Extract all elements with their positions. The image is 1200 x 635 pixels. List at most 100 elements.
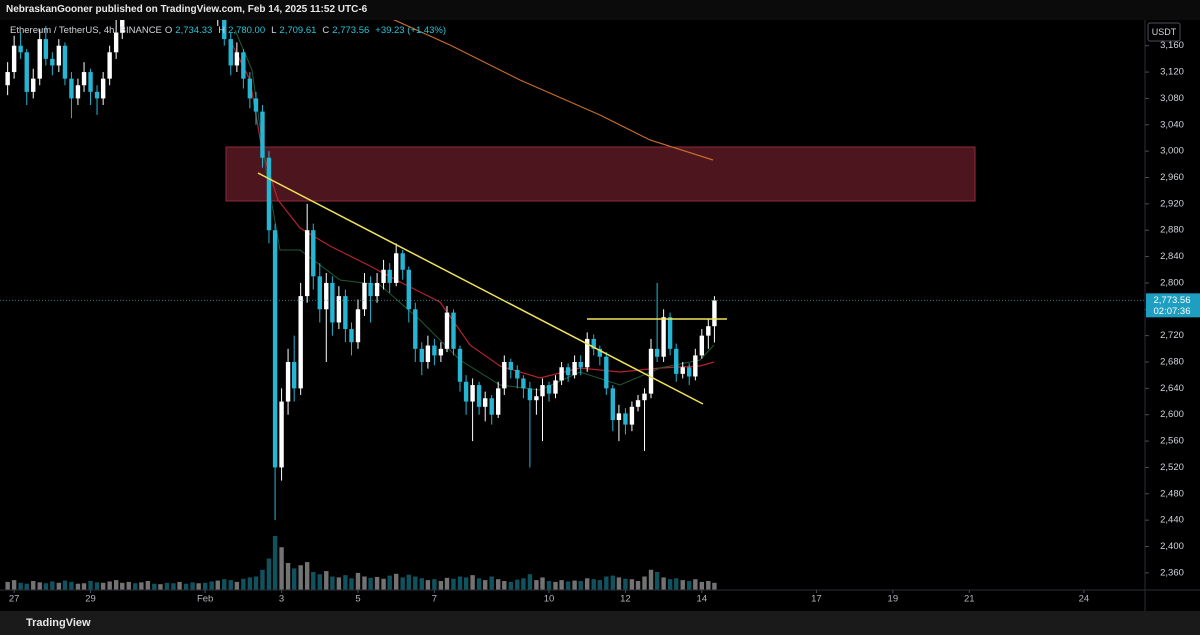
candle-body xyxy=(476,385,482,407)
x-tick-label: 12 xyxy=(620,594,631,605)
volume-bar xyxy=(62,580,68,590)
candle-body xyxy=(451,312,456,349)
candle-body xyxy=(521,378,526,389)
volume-bar xyxy=(495,579,501,590)
volume-bar xyxy=(706,581,711,590)
candle-body xyxy=(234,52,240,66)
volume-bar xyxy=(438,581,444,590)
candle-body xyxy=(591,338,596,349)
volume-bar xyxy=(260,569,265,590)
currency: USDT xyxy=(1152,27,1177,37)
volume-bar xyxy=(336,577,342,590)
candle-body xyxy=(425,345,431,362)
symbol-legend: Ethereum / TetherUS, 4h, BINANCE O 2,734.… xyxy=(10,24,449,38)
volume-bar xyxy=(317,574,322,590)
y-tick-label: 2,480 xyxy=(1160,488,1184,499)
volume-bar xyxy=(145,581,151,590)
volume-bar xyxy=(215,580,220,590)
brand[interactable]: TradingView xyxy=(26,617,91,629)
volume-bar xyxy=(355,572,361,590)
currency-box[interactable] xyxy=(1147,22,1181,42)
y-tick-label: 2,640 xyxy=(1160,383,1184,394)
y-tick-label: 2,680 xyxy=(1160,357,1184,368)
x-tick-label: 27 xyxy=(9,594,20,605)
volume-bar xyxy=(330,576,335,590)
volume-bar xyxy=(546,581,552,590)
candle-body xyxy=(11,45,17,73)
volume-bar xyxy=(610,575,616,590)
candle-body xyxy=(311,230,316,277)
candle-body xyxy=(279,401,284,468)
volume-bar xyxy=(177,581,182,590)
volume-bar xyxy=(196,583,201,590)
y-tick-label: 2,880 xyxy=(1160,225,1184,236)
candle-body xyxy=(578,362,583,368)
volume-bar xyxy=(674,578,679,590)
candle-body xyxy=(413,309,418,349)
candle-body xyxy=(693,355,698,377)
candle-body xyxy=(37,39,42,79)
volume-bar xyxy=(623,578,628,590)
volume-bar xyxy=(69,581,74,590)
candle-body xyxy=(120,20,125,33)
last-price-box xyxy=(1146,293,1200,318)
candle-body xyxy=(330,282,335,323)
volume-bar xyxy=(616,577,622,590)
candle-body xyxy=(489,398,494,415)
candle-body xyxy=(31,78,36,92)
candle-body xyxy=(304,230,310,297)
ohlc-key: O xyxy=(164,25,173,36)
volume-bar xyxy=(56,582,62,590)
candle-body xyxy=(387,269,392,283)
volume-bar xyxy=(553,581,558,590)
candle-body xyxy=(374,282,380,297)
x-tick-label: 21 xyxy=(964,594,975,605)
y-tick-label: 3,000 xyxy=(1160,146,1184,157)
volume-bar xyxy=(387,575,392,590)
bar-countdown: 02:07:36 xyxy=(1154,306,1191,317)
supply-zone xyxy=(225,146,976,202)
candle-body xyxy=(393,253,399,283)
volume-bar xyxy=(419,578,424,590)
volume-bar xyxy=(540,577,545,590)
volume-bar xyxy=(470,575,475,590)
candle-body xyxy=(629,406,635,425)
y-tick-label: 2,840 xyxy=(1160,251,1184,262)
candle-body xyxy=(18,45,23,53)
volume-bar xyxy=(393,573,399,590)
candle-body xyxy=(5,72,10,86)
volume-bar xyxy=(661,577,666,590)
candle-body xyxy=(457,348,463,382)
volume-bar xyxy=(285,563,291,590)
candle-body xyxy=(43,39,49,59)
candle-layer xyxy=(5,20,717,521)
ohlc-value: 2,780.00 xyxy=(228,25,266,36)
plot-area xyxy=(0,20,1145,590)
volume-bar xyxy=(667,579,673,590)
volume-bar xyxy=(126,581,131,590)
volume-bar xyxy=(680,580,685,590)
candle-body xyxy=(406,269,411,310)
x-tick-label: 19 xyxy=(888,594,899,605)
moving-average-200 xyxy=(392,20,714,161)
volume-bar xyxy=(578,581,583,590)
candle-body xyxy=(674,348,679,374)
candle-body xyxy=(355,309,361,343)
volume-bar xyxy=(75,583,81,590)
volume-bar xyxy=(94,582,100,590)
candle-body xyxy=(534,396,539,401)
volume-bar xyxy=(515,579,520,590)
candle-body xyxy=(470,385,475,402)
volume-bar xyxy=(565,581,571,590)
candle-body xyxy=(253,98,259,112)
axes: 2,360 2,400 2,440 2,480 2,520 2,560 2,600 2,640… xyxy=(9,40,1200,605)
candle-body xyxy=(508,362,513,370)
candle-body xyxy=(50,58,55,66)
candle-body xyxy=(610,388,616,420)
volume-bar xyxy=(483,580,488,590)
volume-bar xyxy=(183,583,189,590)
volume-bar xyxy=(139,582,144,590)
symbol[interactable]: Ethereum / TetherUS, 4h, BINANCE xyxy=(10,25,162,36)
ohlc-key: H xyxy=(218,25,226,36)
candle-body xyxy=(266,157,272,231)
